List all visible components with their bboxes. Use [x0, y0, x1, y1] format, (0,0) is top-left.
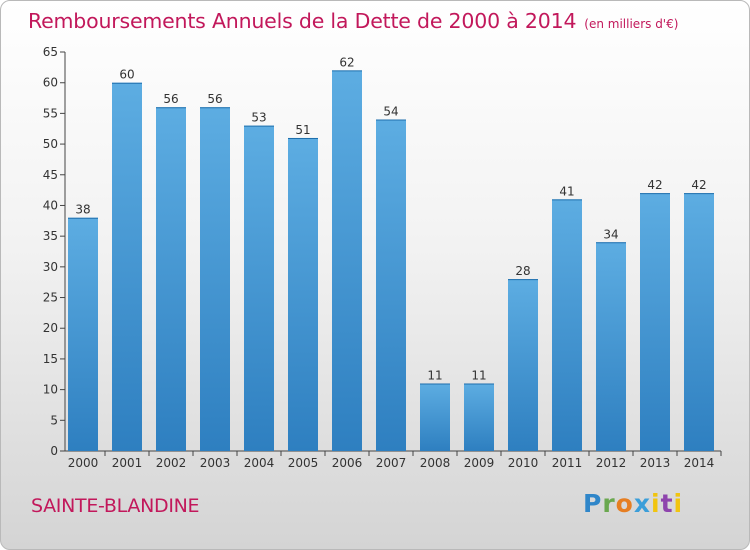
x-tick-label-2002: 2002	[156, 456, 187, 470]
bar-2001	[112, 82, 142, 451]
bar-2008	[420, 383, 450, 451]
bar-2004	[244, 125, 274, 452]
chart-title-row: Remboursements Annuels de la Dette de 20…	[28, 9, 678, 33]
value-label-2007: 54	[383, 105, 398, 119]
y-tick-label: 10	[43, 383, 58, 397]
value-label-2008: 11	[427, 368, 442, 382]
x-tick-label-2014: 2014	[684, 456, 715, 470]
value-label-2011: 41	[559, 184, 574, 198]
x-tick-label-2012: 2012	[596, 456, 627, 470]
x-tick-label-2003: 2003	[200, 456, 231, 470]
place-name: SAINTE-BLANDINE	[31, 495, 200, 517]
bar-2013	[640, 193, 670, 451]
y-tick-label: 25	[43, 291, 58, 305]
y-tick-label: 35	[43, 229, 58, 243]
x-tick-label-2011: 2011	[552, 456, 583, 470]
x-tick-label-2008: 2008	[420, 456, 451, 470]
chart-bars: 38 60 56 56 53 51 62 54 11 11 28 41 34 42 42	[68, 55, 714, 452]
proxiti-logo: Proxiti	[583, 489, 684, 518]
y-tick-label: 30	[43, 260, 58, 274]
value-label-2000: 38	[75, 203, 90, 217]
value-label-2013: 42	[647, 178, 662, 192]
x-tick-label-2004: 2004	[244, 456, 275, 470]
x-tick-label-2000: 2000	[68, 456, 99, 470]
bar-2006	[332, 70, 362, 452]
x-tick-label-2010: 2010	[508, 456, 539, 470]
bar-2002	[156, 107, 186, 451]
y-tick-label: 50	[43, 137, 58, 151]
x-tick-label-2009: 2009	[464, 456, 495, 470]
bar-2014	[684, 193, 714, 451]
bar-2005	[288, 137, 318, 451]
x-tick-label-2001: 2001	[112, 456, 143, 470]
y-tick-label: 45	[43, 168, 58, 182]
bar-2011	[552, 199, 582, 451]
x-tick-label-2006: 2006	[332, 456, 363, 470]
value-label-2006: 62	[339, 55, 354, 69]
value-label-2004: 53	[251, 111, 266, 125]
x-tick-label-2005: 2005	[288, 456, 319, 470]
value-label-2005: 51	[295, 123, 310, 137]
y-tick-label: 60	[43, 76, 58, 90]
bar-2009	[464, 383, 494, 451]
bar-2012	[596, 242, 626, 451]
y-tick-label: 20	[43, 321, 58, 335]
y-tick-label: 15	[43, 352, 58, 366]
value-label-2014: 42	[691, 178, 706, 192]
y-tick-label: 55	[43, 106, 58, 120]
chart-axes: 0 5 10 15 20 25 30 35 40 45 50 55 60 65 2000 2001 2002 20…	[43, 45, 722, 470]
y-tick-label: 40	[43, 198, 58, 212]
bar-2007	[376, 119, 406, 452]
value-label-2009: 11	[471, 368, 486, 382]
y-tick-label: 65	[43, 45, 58, 59]
x-tick-label-2013: 2013	[640, 456, 671, 470]
chart-subtitle: (en milliers d'€)	[584, 17, 679, 31]
y-tick-label: 0	[50, 444, 58, 458]
bar-2000	[68, 217, 98, 451]
bar-2010	[508, 279, 538, 451]
y-tick-label: 5	[50, 413, 58, 427]
value-label-2010: 28	[515, 264, 530, 278]
value-label-2001: 60	[119, 68, 134, 82]
x-tick-label-2007: 2007	[376, 456, 407, 470]
value-label-2002: 56	[163, 92, 178, 106]
bar-2003	[200, 107, 230, 451]
chart-title: Remboursements Annuels de la Dette de 20…	[28, 9, 577, 33]
value-label-2012: 34	[603, 227, 618, 241]
value-label-2003: 56	[207, 92, 222, 106]
